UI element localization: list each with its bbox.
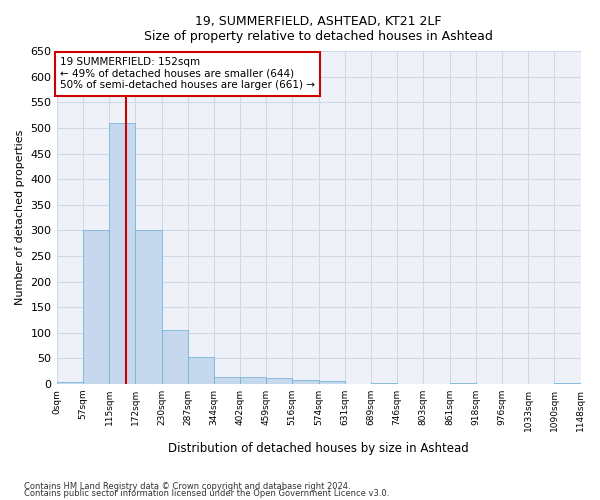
Bar (109, 123, 135, 384)
Bar (56, 382, 83, 384)
Bar (554, 383, 581, 384)
Bar (240, 377, 266, 384)
Bar (214, 377, 240, 384)
Text: 19 SUMMERFIELD: 152sqm
← 49% of detached houses are smaller (644)
50% of semi-de: 19 SUMMERFIELD: 152sqm ← 49% of detached… (60, 58, 315, 90)
Bar (371, 383, 397, 384)
Bar (292, 380, 319, 384)
Text: Contains HM Land Registry data © Crown copyright and database right 2024.: Contains HM Land Registry data © Crown c… (24, 482, 350, 491)
Title: 19, SUMMERFIELD, ASHTEAD, KT21 2LF
Size of property relative to detached houses : 19, SUMMERFIELD, ASHTEAD, KT21 2LF Size … (144, 15, 493, 43)
Bar (319, 382, 344, 384)
Bar (161, 330, 188, 384)
Bar (449, 383, 476, 384)
Bar (188, 357, 214, 384)
Bar (83, 230, 109, 384)
Text: Contains public sector information licensed under the Open Government Licence v3: Contains public sector information licen… (24, 490, 389, 498)
Bar (135, 230, 161, 384)
Bar (266, 378, 292, 384)
X-axis label: Distribution of detached houses by size in Ashtead: Distribution of detached houses by size … (168, 442, 469, 455)
Y-axis label: Number of detached properties: Number of detached properties (15, 130, 25, 305)
